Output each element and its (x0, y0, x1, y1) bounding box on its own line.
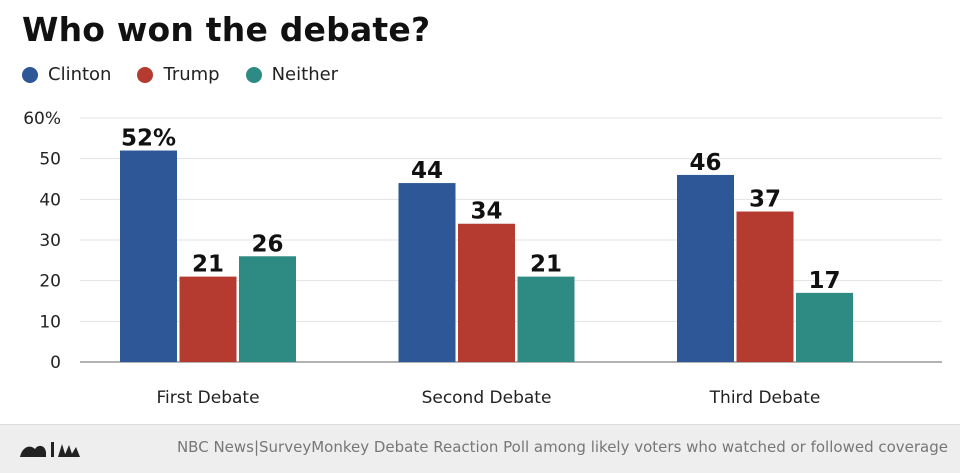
bar-trump (736, 211, 794, 362)
legend-label-clinton: Clinton (48, 64, 112, 85)
legend-item-neither: Neither (245, 64, 339, 85)
bar-chart: 0 10 20 30 40 50 60% 52% 21 26 First Debate 44 34 21 S… (23, 109, 942, 408)
data-label: 52% (121, 126, 176, 152)
data-label: 44 (411, 158, 443, 184)
legend-label-neither: Neither (271, 64, 339, 85)
x-category-label: First Debate (156, 388, 259, 408)
bar-neither (796, 292, 853, 362)
bar-clinton (398, 183, 456, 362)
bar-clinton (677, 174, 734, 362)
legend-label-trump: Trump (163, 64, 220, 85)
data-label: 26 (251, 231, 283, 257)
y-tick-label: 50 (39, 150, 61, 170)
legend-item-clinton: Clinton (22, 64, 111, 85)
bar-trump (458, 223, 515, 362)
nbc-peacock-logo-icon (20, 442, 80, 457)
bar-neither (517, 276, 575, 362)
y-tick-label: 0 (50, 353, 61, 373)
legend-swatch-trump (137, 66, 154, 83)
x-category-label: Third Debate (709, 388, 821, 408)
data-label: 34 (470, 199, 502, 225)
legend-swatch-neither (245, 66, 262, 83)
legend-item-trump: Trump (137, 64, 220, 85)
data-label: 21 (530, 252, 562, 278)
data-label: 21 (192, 252, 224, 278)
data-label: 46 (689, 150, 721, 176)
bar-trump (179, 276, 237, 362)
bar-neither (239, 256, 296, 362)
chart-title: Who won the debate? (22, 10, 431, 49)
y-tick-label: 10 (39, 312, 61, 332)
footer: NBC News|SurveyMonkey Debate Reaction Po… (0, 424, 960, 473)
y-tick-label: 40 (39, 190, 61, 210)
y-tick-label: 60% (23, 109, 61, 129)
data-label: 37 (749, 187, 781, 213)
source-note: NBC News|SurveyMonkey Debate Reaction Po… (176, 438, 948, 456)
y-tick-label: 20 (39, 272, 61, 292)
legend-swatch-clinton (22, 66, 38, 83)
y-tick-label: 30 (39, 231, 61, 251)
x-category-label: Second Debate (422, 388, 552, 408)
chart-legend: Clinton Trump Neither (22, 64, 364, 85)
bar-clinton (120, 150, 177, 362)
data-label: 17 (808, 268, 840, 294)
